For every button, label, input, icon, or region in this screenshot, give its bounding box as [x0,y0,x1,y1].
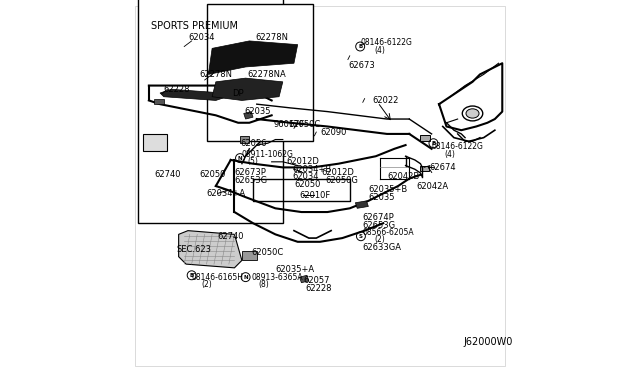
Text: 62740: 62740 [218,232,244,241]
Text: (2): (2) [374,235,385,244]
Text: 62228: 62228 [164,85,190,94]
Text: 62740: 62740 [154,170,181,179]
Polygon shape [209,41,298,74]
Text: 08566-6205A: 08566-6205A [363,228,415,237]
Text: J62000W0: J62000W0 [463,337,513,347]
Text: 08146-6122G: 08146-6122G [431,142,483,151]
Text: 62050C: 62050C [289,120,321,129]
Text: SEC.623: SEC.623 [177,245,212,254]
Text: 62633GA: 62633GA [363,243,402,252]
Text: 62653G: 62653G [234,176,268,185]
Text: (5): (5) [248,157,259,166]
Bar [420,135,429,141]
Text: 62022: 62022 [372,96,399,105]
Text: 62042A: 62042A [417,182,449,190]
Text: B: B [358,44,362,49]
Text: 62090: 62090 [320,128,346,137]
Polygon shape [160,89,227,100]
Text: 62673: 62673 [348,61,374,70]
Polygon shape [300,275,309,283]
Text: 62034+A: 62034+A [207,189,246,198]
Text: (8): (8) [259,280,269,289]
Text: 62010F: 62010F [300,191,331,200]
Polygon shape [244,112,253,119]
Text: (2): (2) [201,280,212,289]
Text: 62057: 62057 [303,276,330,285]
Text: 62278N: 62278N [255,33,288,42]
Text: 62034: 62034 [188,33,214,42]
Text: 62050G: 62050G [326,176,358,185]
Bar [138,0,283,223]
Text: 62050: 62050 [199,170,225,179]
Text: 62673P: 62673P [234,169,266,177]
Text: 62035+A: 62035+A [275,265,314,274]
Text: 96017F: 96017F [273,120,305,129]
Text: S: S [359,234,363,239]
Text: 62228: 62228 [305,284,332,293]
Text: 62042B: 62042B [387,172,419,181]
Text: 62034+B: 62034+B [292,165,332,174]
Text: 62035: 62035 [369,193,395,202]
Bar [420,166,429,171]
Text: SPORTS PREMIUM: SPORTS PREMIUM [151,21,237,31]
Bar [154,99,164,104]
Ellipse shape [466,109,479,118]
Text: 62035: 62035 [245,107,271,116]
Text: 08146-6165H: 08146-6165H [191,273,244,282]
Bar [207,4,312,141]
Polygon shape [355,201,369,208]
Text: 62034: 62034 [292,172,319,181]
Text: 62012D: 62012D [287,157,319,166]
Text: 62278NA: 62278NA [248,70,286,79]
Ellipse shape [462,106,483,121]
Bar [240,136,250,143]
Text: 08911-1062G: 08911-1062G [242,150,294,159]
Text: N: N [237,155,243,161]
Text: B: B [189,273,194,278]
Text: DP: DP [232,89,244,97]
Text: 62050C: 62050C [251,248,284,257]
Text: 62035+B: 62035+B [369,185,408,194]
Text: 62056: 62056 [240,139,266,148]
Text: 08913-6365A: 08913-6365A [251,273,303,282]
Text: (4): (4) [374,46,385,55]
Polygon shape [179,231,242,268]
Text: N: N [243,275,248,280]
Bar [242,251,257,260]
Text: 62653G: 62653G [363,221,396,230]
Polygon shape [212,78,283,100]
Text: (4): (4) [445,150,456,159]
Text: B: B [431,141,436,146]
Text: 62012D: 62012D [322,169,355,177]
Text: 08146-6122G: 08146-6122G [361,38,413,47]
Bar [143,134,168,151]
Text: 62050: 62050 [294,180,321,189]
Text: 62278N: 62278N [199,70,232,79]
Text: 62674P: 62674P [363,213,394,222]
Text: 62674: 62674 [429,163,456,172]
